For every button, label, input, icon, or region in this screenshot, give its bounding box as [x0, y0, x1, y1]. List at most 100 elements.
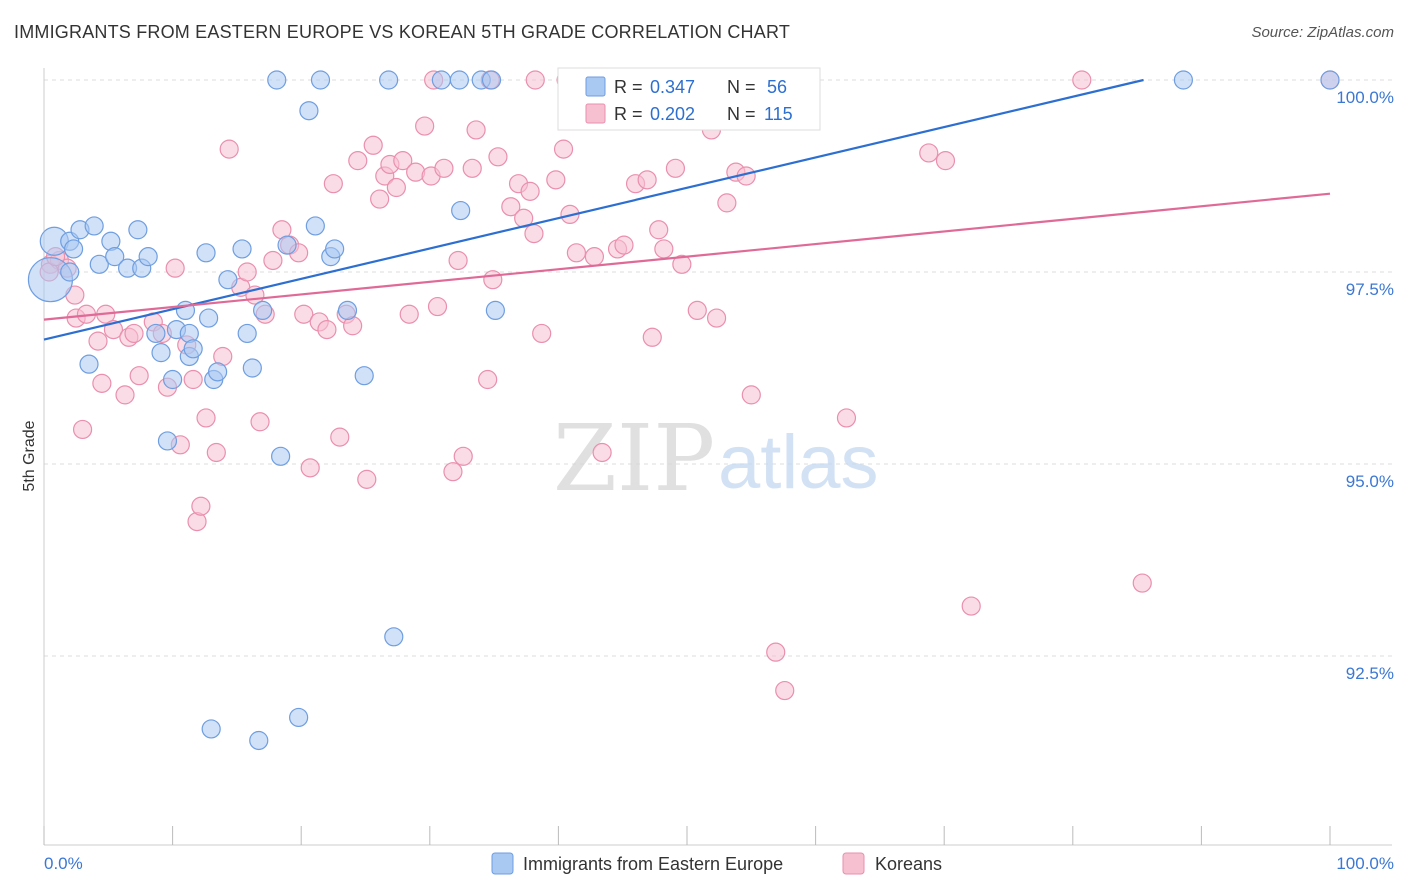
- koreans-point-88: [687, 300, 707, 320]
- eastern-europe-point-7: [105, 247, 125, 267]
- koreans-point-29: [237, 262, 257, 282]
- eastern-europe-point-26: [271, 446, 291, 466]
- legend-label-eastern-europe: Immigrants from Eastern Europe: [523, 854, 783, 874]
- eastern-europe-point-48: [1320, 70, 1340, 90]
- koreans-point-45: [348, 151, 368, 171]
- eastern-europe-point-21: [208, 362, 228, 382]
- stats-n-label-blue: N =: [727, 77, 756, 97]
- koreans-trend-line: [43, 192, 1331, 321]
- koreans-point-76: [566, 243, 587, 263]
- koreans-point-94: [741, 385, 761, 405]
- koreans-point-55: [415, 116, 435, 136]
- eastern-europe-point-25: [242, 358, 262, 378]
- koreans-point-61: [453, 446, 473, 466]
- watermark: ZIP atlas: [553, 405, 879, 512]
- koreans-point-66: [488, 147, 508, 167]
- eastern-europe-point-47: [1173, 70, 1193, 90]
- eastern-europe-point-38: [449, 70, 469, 90]
- eastern-europe-point-22: [218, 270, 238, 290]
- eastern-europe-point-14: [163, 369, 183, 390]
- koreans-point-63: [466, 120, 486, 140]
- koreans-point-99: [935, 151, 956, 171]
- eastern-europe-point-44: [201, 719, 221, 739]
- stats-r-label-blue: R =: [614, 77, 643, 97]
- koreans-point-83: [642, 327, 662, 347]
- eastern-europe-point-9: [128, 220, 148, 240]
- koreans-point-100: [961, 596, 981, 616]
- eastern-europe-point-18: [183, 339, 203, 359]
- stats-swatch-blue: [585, 76, 606, 97]
- eastern-europe-point-30: [305, 216, 325, 236]
- koreans-point-73: [546, 170, 566, 190]
- koreans-point-7: [88, 331, 108, 351]
- koreans-point-84: [649, 220, 669, 240]
- stats-r-label-pink: R =: [614, 104, 643, 124]
- stats-r-value-pink: 0.202: [650, 104, 695, 124]
- koreans-point-58: [434, 158, 454, 178]
- eastern-europe-point-36: [384, 627, 404, 647]
- eastern-europe-point-24: [237, 323, 257, 344]
- eastern-europe-point-23: [232, 239, 252, 259]
- koreans-point-101: [1072, 70, 1092, 90]
- koreans-point-74: [553, 139, 574, 159]
- koreans-point-86: [665, 158, 686, 178]
- eastern-europe-point-43: [310, 70, 331, 90]
- koreans-point-33: [263, 250, 283, 271]
- series-legend: Immigrants from Eastern Europe Koreans: [491, 852, 942, 875]
- koreans-point-31: [250, 412, 270, 432]
- trend-lines: [43, 78, 1331, 341]
- eastern-europe-point-13: [146, 323, 166, 344]
- koreans-point-80: [614, 235, 634, 255]
- koreans-point-51: [386, 177, 406, 198]
- stats-r-value-blue: 0.347: [650, 77, 695, 97]
- stats-legend: R = 0.347 N = 56 R = 0.202 N = 115: [557, 67, 821, 131]
- eastern-europe-point-52: [199, 308, 219, 328]
- legend-swatch-eastern-europe: [491, 852, 514, 875]
- eastern-europe-points: [27, 70, 1340, 751]
- koreans-point-70: [520, 181, 540, 201]
- eastern-europe-point-37: [431, 70, 451, 90]
- koreans-point-78: [592, 442, 612, 463]
- koreans-point-8: [92, 373, 112, 393]
- koreans-point-48: [370, 189, 390, 209]
- koreans-point-52: [393, 151, 413, 171]
- koreans-point-64: [478, 369, 498, 390]
- eastern-europe-point-51: [79, 354, 99, 374]
- koreans-points: [39, 70, 1340, 701]
- y-axis-label: 5th Grade: [21, 420, 38, 491]
- koreans-point-90: [706, 308, 727, 328]
- stats-n-value-blue: 56: [767, 77, 787, 97]
- koreans-point-65: [483, 270, 503, 290]
- koreans-point-91: [717, 193, 737, 213]
- koreans-point-59: [443, 462, 463, 482]
- eastern-europe-point-27: [277, 235, 297, 255]
- eastern-europe-point-28: [289, 707, 309, 728]
- x-tick-label-max: 100.0%: [1336, 854, 1394, 873]
- x-axis-ticks: [43, 826, 1331, 845]
- koreans-point-37: [294, 304, 314, 324]
- koreans-point-53: [399, 304, 419, 324]
- eastern-europe-point-32: [325, 239, 345, 259]
- koreans-point-5: [72, 419, 93, 440]
- watermark-atlas: atlas: [718, 420, 879, 505]
- eastern-europe-point-46: [157, 431, 178, 451]
- koreans-point-97: [836, 408, 857, 428]
- eastern-europe-point-11: [138, 247, 158, 267]
- eastern-europe-point-33: [337, 300, 358, 320]
- koreans-point-23: [191, 496, 211, 516]
- y-tick-labels: 100.0% 97.5% 95.0% 92.5%: [1336, 88, 1394, 683]
- eastern-europe-point-39: [451, 200, 471, 221]
- koreans-point-47: [363, 135, 383, 155]
- koreans-point-87: [672, 254, 692, 274]
- y-tick-label-0: 100.0%: [1336, 88, 1394, 107]
- eastern-europe-trend-line: [43, 78, 1144, 341]
- koreans-point-77: [584, 247, 605, 267]
- koreans-point-71: [524, 224, 544, 244]
- koreans-point-102: [1132, 573, 1152, 593]
- koreans-point-27: [219, 139, 239, 159]
- koreans-point-98: [919, 143, 939, 163]
- eastern-europe-point-29: [299, 101, 319, 121]
- stats-n-label-pink: N =: [727, 104, 756, 124]
- koreans-point-95: [766, 642, 786, 662]
